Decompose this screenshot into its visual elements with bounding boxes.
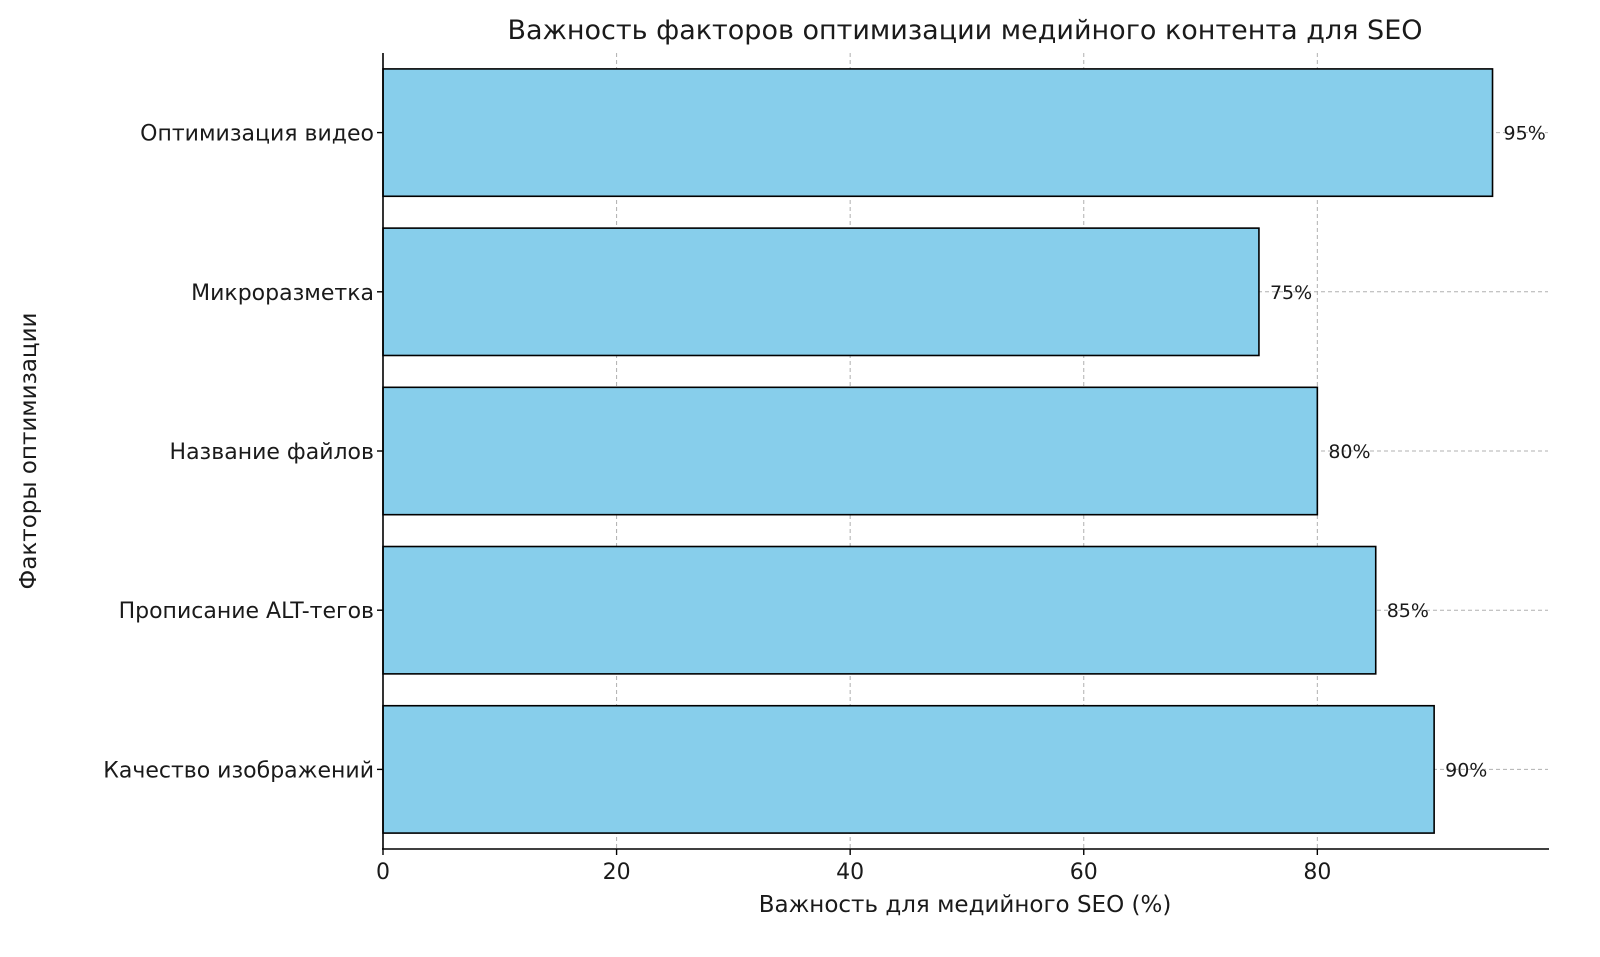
data-label: 95% xyxy=(1504,123,1546,145)
y-tick-labels: Качество изображений Прописание ALT-тегов… xyxy=(103,122,383,783)
y-tick-label: Название файлов xyxy=(170,440,374,465)
x-tick-label: 80 xyxy=(1303,860,1331,885)
y-tick-label: Качество изображений xyxy=(103,758,374,783)
data-label: 75% xyxy=(1270,282,1312,304)
x-tick-label: 20 xyxy=(603,860,631,885)
bar xyxy=(382,386,1319,516)
bars xyxy=(382,68,1494,834)
x-axis-label: Важность для медийного SEO (%) xyxy=(759,892,1172,918)
bar xyxy=(382,68,1494,198)
data-labels: 90% 85% 80% 75% 95% xyxy=(1270,123,1546,782)
x-tick-label: 40 xyxy=(836,860,864,885)
bar xyxy=(382,704,1435,834)
bar xyxy=(382,545,1377,675)
bar xyxy=(382,227,1260,357)
x-tick-label: 60 xyxy=(1070,860,1098,885)
y-tick-label: Прописание ALT-тегов xyxy=(119,599,374,624)
x-tick-labels: 0 20 40 60 80 xyxy=(376,849,1331,885)
chart-title: Важность факторов оптимизации медийного … xyxy=(507,15,1422,46)
data-label: 85% xyxy=(1387,600,1429,622)
y-tick-label: Оптимизация видео xyxy=(140,122,374,147)
x-tick-label: 0 xyxy=(376,860,390,885)
data-label: 90% xyxy=(1445,759,1487,781)
data-label: 80% xyxy=(1328,441,1370,463)
y-tick-label: Микроразметка xyxy=(191,281,374,306)
y-axis-label: Факторы оптимизации xyxy=(16,313,42,590)
